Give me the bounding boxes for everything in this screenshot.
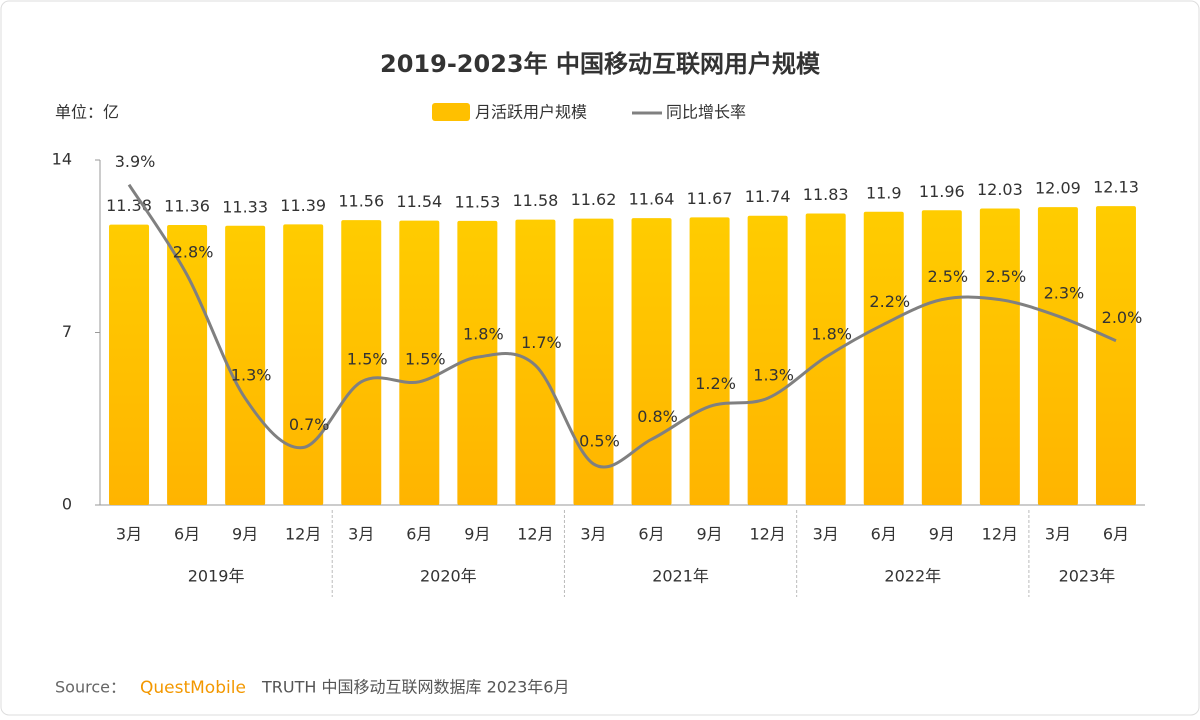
x-tick-label: 3月 — [580, 525, 606, 544]
source-text: TRUTH 中国移动互联网数据库 2023年6月 — [261, 678, 569, 697]
x-tick-label: 9月 — [929, 525, 955, 544]
bar — [631, 218, 672, 505]
bar-value-label: 11.53 — [454, 192, 500, 211]
line-value-label: 0.5% — [579, 431, 620, 450]
bar — [1037, 207, 1078, 505]
line-value-label: 1.8% — [811, 325, 852, 344]
line-value-label: 2.2% — [869, 292, 910, 311]
bar — [863, 211, 904, 505]
x-tick-label: 6月 — [406, 525, 432, 544]
x-tick-label: 6月 — [174, 525, 200, 544]
source-prefix: Source： — [55, 678, 126, 697]
bar — [399, 220, 440, 505]
legend-label: 月活跃用户规模 — [475, 103, 587, 122]
bar-value-label: 11.39 — [280, 196, 326, 215]
x-tick-label: 12月 — [285, 525, 321, 544]
x-tick-label: 6月 — [638, 525, 664, 544]
x-tick-label: 6月 — [1103, 525, 1129, 544]
line-value-label: 1.2% — [695, 374, 736, 393]
bar — [341, 220, 382, 505]
x-tick-label: 3月 — [1045, 525, 1071, 544]
bar — [1095, 206, 1136, 505]
line-value-label: 1.3% — [231, 366, 272, 385]
bar-value-label: 11.83 — [803, 185, 849, 204]
y-tick-label: 0 — [62, 495, 72, 514]
bar — [573, 218, 614, 505]
line-value-label: 3.9% — [115, 152, 156, 171]
bar — [805, 213, 846, 505]
group-label: 2021年 — [652, 567, 709, 586]
bar — [921, 210, 962, 505]
x-tick-label: 3月 — [813, 525, 839, 544]
x-tick-label: 12月 — [982, 525, 1018, 544]
group-label: 2023年 — [1059, 567, 1116, 586]
bar — [515, 219, 556, 505]
chart-title: 2019-2023年 中国移动互联网用户规模 — [380, 50, 821, 78]
bar-value-label: 11.64 — [629, 190, 675, 209]
group-label: 2019年 — [188, 567, 245, 586]
x-tick-label: 6月 — [871, 525, 897, 544]
bar-value-label: 11.33 — [222, 197, 268, 216]
bar-value-label: 11.62 — [571, 190, 617, 209]
group-label: 2022年 — [884, 567, 941, 586]
source-brand: QuestMobile — [140, 678, 246, 698]
bar — [225, 225, 266, 505]
legend-label: 同比增长率 — [666, 103, 746, 122]
y-tick-label: 7 — [62, 322, 72, 341]
bar-value-label: 11.58 — [513, 191, 559, 210]
line-value-label: 1.5% — [347, 349, 388, 368]
x-tick-label: 3月 — [348, 525, 374, 544]
bar-value-label: 12.09 — [1035, 179, 1081, 198]
x-tick-label: 9月 — [696, 525, 722, 544]
line-value-label: 1.5% — [405, 349, 446, 368]
bar-value-label: 11.36 — [164, 197, 210, 216]
x-tick-label: 9月 — [464, 525, 490, 544]
bar-value-label: 11.67 — [687, 189, 733, 208]
bar-value-label: 12.13 — [1093, 178, 1139, 197]
bar — [283, 224, 324, 505]
bar — [747, 215, 788, 505]
line-value-label: 1.8% — [463, 325, 504, 344]
bar-value-label: 11.38 — [106, 196, 152, 215]
bar — [979, 208, 1020, 505]
line-value-label: 2.5% — [927, 267, 968, 286]
y-tick-label: 14 — [52, 150, 72, 169]
x-tick-label: 9月 — [232, 525, 258, 544]
line-value-label: 2.0% — [1102, 308, 1143, 327]
line-value-label: 2.3% — [1044, 284, 1085, 303]
line-value-label: 0.7% — [289, 415, 330, 434]
x-tick-label: 12月 — [749, 525, 785, 544]
bar — [109, 224, 150, 506]
x-tick-label: 12月 — [517, 525, 553, 544]
line-value-label: 2.5% — [986, 267, 1027, 286]
legend-swatch — [432, 103, 470, 121]
bar — [167, 225, 208, 506]
bar — [689, 217, 730, 506]
x-tick-label: 3月 — [116, 525, 142, 544]
bar — [457, 220, 498, 505]
bar-value-label: 11.74 — [745, 187, 791, 206]
bar-value-label: 11.96 — [919, 182, 965, 201]
unit-label: 单位：亿 — [55, 103, 119, 122]
line-value-label: 2.8% — [173, 243, 214, 262]
line-value-label: 1.3% — [753, 366, 794, 385]
bar-value-label: 11.54 — [396, 192, 442, 211]
line-value-label: 0.8% — [637, 407, 678, 426]
bar-value-label: 11.9 — [866, 183, 902, 202]
group-label: 2020年 — [420, 567, 477, 586]
line — [127, 183, 1117, 469]
line-value-label: 1.7% — [521, 333, 562, 352]
bar-value-label: 12.03 — [977, 180, 1023, 199]
bar-value-label: 11.56 — [338, 192, 384, 211]
